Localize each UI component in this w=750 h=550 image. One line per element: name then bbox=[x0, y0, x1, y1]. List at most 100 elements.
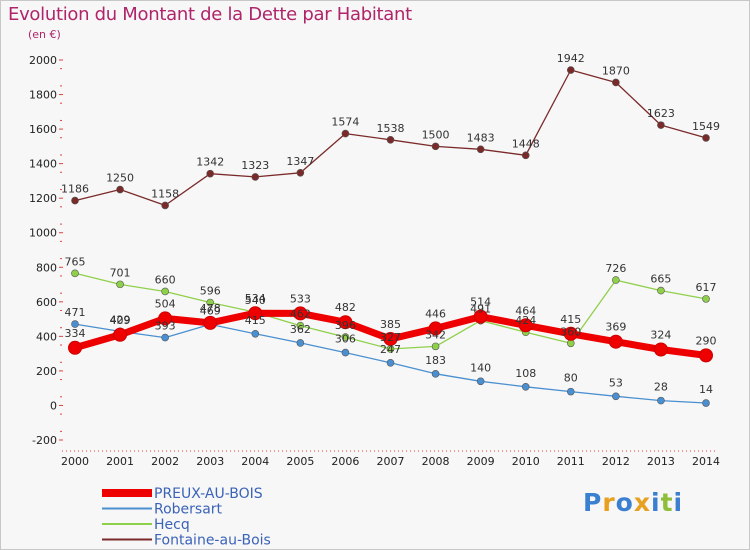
legend: PREUX-AU-BOISRobersartHecqFontaine-au-Bo… bbox=[102, 486, 271, 549]
data-label: 183 bbox=[425, 354, 446, 367]
data-point bbox=[431, 142, 440, 151]
data-point bbox=[68, 340, 82, 355]
y-tick-label: 1200 bbox=[29, 192, 57, 205]
data-point bbox=[203, 315, 218, 330]
data-label: 424 bbox=[515, 314, 536, 327]
proxiti-logo: Proxiti bbox=[583, 488, 684, 517]
x-tick-label: 2004 bbox=[241, 455, 269, 468]
data-label: 393 bbox=[155, 320, 176, 333]
legend-label: Robersart bbox=[154, 502, 223, 518]
data-point bbox=[473, 309, 488, 324]
data-point bbox=[296, 168, 305, 177]
data-point bbox=[341, 333, 350, 341]
data-label: 540 bbox=[245, 294, 266, 307]
data-label: 660 bbox=[155, 273, 176, 286]
data-label: 324 bbox=[650, 328, 671, 341]
y-tick-label: 1800 bbox=[29, 89, 57, 102]
data-label: 369 bbox=[605, 321, 626, 334]
data-point bbox=[702, 134, 710, 142]
data-point bbox=[431, 342, 440, 351]
y-tick-label: 2000 bbox=[29, 54, 57, 67]
y-tick-label: 400 bbox=[36, 330, 57, 343]
data-point bbox=[386, 358, 395, 367]
legend-label: Hecq bbox=[154, 517, 190, 533]
x-tick-label: 2009 bbox=[467, 455, 495, 468]
data-point bbox=[113, 327, 128, 342]
data-point bbox=[476, 377, 485, 386]
legend-label: Fontaine-au-Bois bbox=[154, 533, 271, 549]
x-tick-label: 2000 bbox=[61, 455, 89, 468]
data-label: 1574 bbox=[331, 116, 359, 129]
y-tick-label: -200 bbox=[32, 434, 57, 447]
data-label: 1347 bbox=[286, 155, 314, 168]
data-point bbox=[338, 315, 353, 330]
data-label: 342 bbox=[425, 328, 446, 341]
data-label: 1483 bbox=[467, 131, 495, 144]
x-tick-label: 2013 bbox=[647, 455, 675, 468]
data-label: 80 bbox=[564, 372, 578, 385]
data-point bbox=[158, 311, 173, 326]
data-point bbox=[296, 321, 305, 330]
data-point bbox=[653, 342, 668, 357]
data-label: 14 bbox=[699, 383, 713, 396]
x-tick-label: 2010 bbox=[512, 455, 540, 468]
y-tick-label: 0 bbox=[50, 399, 57, 412]
data-label: 471 bbox=[65, 306, 86, 319]
legend-label: PREUX-AU-BOIS bbox=[154, 486, 263, 502]
x-tick-label: 2007 bbox=[377, 455, 405, 468]
x-tick-label: 2008 bbox=[422, 455, 450, 468]
data-label: 726 bbox=[605, 262, 626, 275]
data-point bbox=[161, 287, 169, 296]
data-label: 462 bbox=[290, 308, 311, 321]
data-point bbox=[161, 333, 169, 342]
data-point bbox=[563, 326, 578, 341]
data-label: 385 bbox=[380, 318, 401, 331]
data-label: 765 bbox=[65, 255, 86, 268]
chart-subtitle: (en €) bbox=[28, 28, 61, 41]
y-tick-label: 600 bbox=[36, 296, 57, 309]
data-point bbox=[161, 201, 169, 210]
data-point bbox=[206, 298, 215, 307]
x-tick-label: 2011 bbox=[557, 455, 585, 468]
data-label: 409 bbox=[110, 314, 131, 327]
data-label: 1623 bbox=[647, 107, 675, 120]
data-labels: 1186 1250 1158 1342 1323 1347 1574 1538 1500 1483… bbox=[61, 52, 720, 396]
data-label: 464 bbox=[515, 304, 536, 317]
data-point bbox=[248, 306, 263, 321]
data-label: 247 bbox=[380, 343, 401, 356]
data-point bbox=[383, 331, 398, 346]
data-point bbox=[71, 320, 79, 328]
data-label: 1342 bbox=[196, 156, 224, 169]
data-point bbox=[341, 129, 350, 138]
data-label: 1549 bbox=[692, 120, 720, 133]
data-label: 701 bbox=[110, 266, 131, 279]
data-point bbox=[566, 387, 575, 396]
data-point bbox=[206, 169, 215, 178]
data-label: 514 bbox=[470, 296, 491, 309]
data-point bbox=[521, 151, 530, 160]
data-label: 469 bbox=[200, 304, 221, 317]
data-label: 108 bbox=[515, 367, 536, 380]
data-point bbox=[702, 399, 710, 407]
data-label: 491 bbox=[470, 303, 491, 316]
data-point bbox=[341, 348, 350, 357]
data-label: 334 bbox=[65, 327, 86, 340]
data-point bbox=[657, 286, 665, 295]
data-label: 1323 bbox=[241, 159, 269, 172]
data-point bbox=[476, 145, 485, 154]
x-tick-label: 2006 bbox=[331, 455, 359, 468]
data-point bbox=[71, 196, 79, 205]
x-tick-label: 2012 bbox=[602, 455, 630, 468]
x-tick-label: 2014 bbox=[692, 455, 720, 468]
data-point bbox=[699, 348, 713, 363]
data-point bbox=[702, 295, 710, 303]
data-point bbox=[657, 121, 665, 129]
data-label: 534 bbox=[245, 292, 266, 305]
data-label: 429 bbox=[110, 313, 131, 326]
data-label: 1250 bbox=[106, 172, 134, 185]
series-lines bbox=[68, 66, 713, 407]
data-point bbox=[71, 269, 79, 278]
x-tick-label: 2003 bbox=[196, 455, 224, 468]
x-tick-label: 2005 bbox=[286, 455, 314, 468]
